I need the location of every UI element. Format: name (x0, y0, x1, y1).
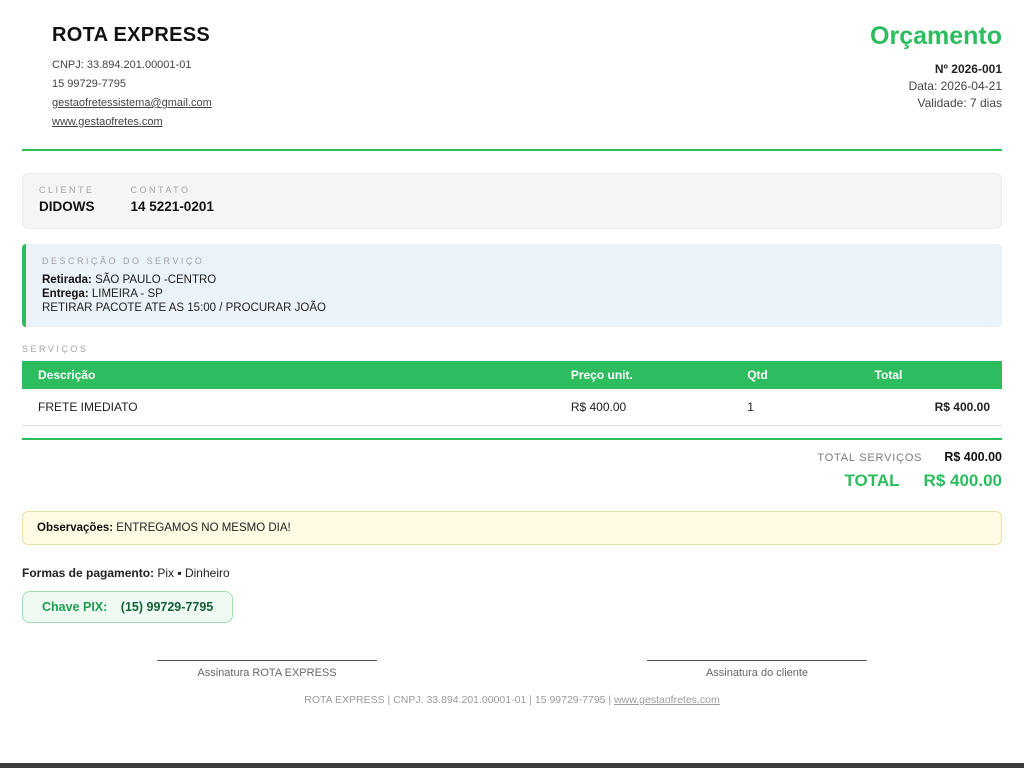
table-header-cell: Total (874, 361, 1002, 389)
service-note: RETIRAR PACOTE ATE AS 15:00 / PROCURAR J… (42, 302, 326, 314)
table-cell: 1 (747, 389, 875, 426)
document-validity: Validade: 7 dias (917, 96, 1002, 110)
document-number: Nº 2026-001 (934, 62, 1002, 76)
client-signature-label: Assinatura do cliente (705, 667, 809, 679)
client-label: CLIENTE (39, 185, 95, 195)
pickup-value: SÃO PAULO -CENTRO (95, 274, 217, 286)
company-cnpj: CNPJ: 33.894.201.00001-01 (52, 59, 192, 71)
grand-total-label: TOTAL (844, 471, 900, 490)
quote-document: ROTA EXPRESS CNPJ: 33.894.201.00001-01 1… (22, 22, 1002, 706)
table-header-row: Descrição Preço unit. Qtd Total (22, 361, 1002, 389)
observations-label: Observações: (37, 522, 114, 534)
table-header-cell: Preço unit. (570, 361, 748, 389)
footer-text: ROTA EXPRESS | CNPJ: 33.894.201.00001-01… (304, 694, 615, 706)
contact-value: 14 5221-0201 (130, 199, 214, 214)
payment-label: Formas de pagamento: (22, 566, 155, 580)
grand-total-value: R$ 400.00 (923, 471, 1002, 490)
pix-key-label: Chave PIX: (42, 600, 108, 614)
signatures-section: Assinatura ROTA EXPRESS Assinatura do cl… (22, 660, 1002, 679)
company-email-link[interactable]: gestaofretessistema@gmail.com (52, 97, 212, 109)
table-row: FRETE IMEDIATO R$ 400.00 1 R$ 400.00 (22, 389, 1002, 426)
services-table-body: FRETE IMEDIATO R$ 400.00 1 R$ 400.00 (22, 389, 1002, 426)
company-signature-label: Assinatura ROTA EXPRESS (197, 667, 337, 679)
pickup-label: Retirada: (42, 274, 92, 286)
services-section-label: SERVIÇOS (22, 344, 89, 354)
header-divider (22, 149, 1002, 151)
subtotal-row: TOTAL SERVIÇOS R$ 400.00 (22, 450, 1002, 464)
contact-label: CONTATO (130, 185, 191, 195)
document-meta: Orçamento Nº 2026-001 Data: 2026-04-21 V… (870, 22, 1002, 112)
delivery-label: Entrega: (42, 288, 89, 300)
totals-divider (22, 438, 1002, 440)
client-name: DIDOWS (39, 199, 95, 214)
table-cell: R$ 400.00 (874, 389, 1002, 426)
delivery-line: Entrega: LIMEIRA - SP (42, 287, 986, 301)
client-signature-line (647, 660, 867, 661)
header: ROTA EXPRESS CNPJ: 33.894.201.00001-01 1… (22, 22, 1002, 132)
pickup-line: Retirada: SÃO PAULO -CENTRO (42, 273, 986, 287)
company-website-link[interactable]: www.gestaofretes.com (52, 116, 163, 128)
document-title: Orçamento (870, 22, 1002, 50)
payment-methods: Pix ▪ Dinheiro (157, 566, 230, 580)
client-signature-block: Assinatura do cliente (512, 660, 1002, 679)
delivery-value: LIMEIRA - SP (91, 288, 163, 300)
pix-key-badge: Chave PIX: (15) 99729-7795 (22, 591, 234, 623)
company-signature-line (157, 660, 377, 661)
footer: ROTA EXPRESS | CNPJ: 33.894.201.00001-01… (22, 694, 1002, 706)
table-header-cell: Qtd (747, 361, 875, 389)
company-signature-block: Assinatura ROTA EXPRESS (22, 660, 512, 679)
pix-key-value: (15) 99729-7795 (120, 600, 214, 614)
payment-methods-line: Formas de pagamento: Pix ▪ Dinheiro (22, 566, 1002, 580)
observations-card: Observações: ENTREGAMOS NO MESMO DIA! (22, 511, 1002, 545)
table-cell: R$ 400.00 (570, 389, 748, 426)
company-info: ROTA EXPRESS CNPJ: 33.894.201.00001-01 1… (22, 22, 212, 132)
window-bottom-edge (0, 763, 1024, 768)
client-field: CLIENTE DIDOWS (39, 185, 95, 216)
subtotal-label: TOTAL SERVIÇOS (817, 452, 923, 464)
service-description-card: DESCRIÇÃO DO SERVIÇO Retirada: SÃO PAULO… (22, 244, 1002, 327)
client-card: CLIENTE DIDOWS CONTATO 14 5221-0201 (22, 173, 1002, 229)
footer-website-link[interactable]: www.gestaofretes.com (614, 694, 720, 706)
company-phone: 15 99729-7795 (52, 78, 127, 90)
contact-field: CONTATO 14 5221-0201 (131, 185, 214, 216)
observations-text: ENTREGAMOS NO MESMO DIA! (116, 522, 291, 534)
totals-section: TOTAL SERVIÇOS R$ 400.00 TOTAL R$ 400.00 (22, 450, 1002, 491)
document-date: Data: 2026-04-21 (908, 79, 1002, 93)
table-cell: FRETE IMEDIATO (22, 389, 571, 426)
services-table-head: Descrição Preço unit. Qtd Total (22, 361, 1002, 389)
service-description-label: DESCRIÇÃO DO SERVIÇO (42, 256, 205, 266)
company-name: ROTA EXPRESS (52, 24, 211, 46)
services-table: Descrição Preço unit. Qtd Total FRETE IMEDI… (22, 361, 1002, 426)
subtotal-value: R$ 400.00 (944, 450, 1002, 464)
grand-total-row: TOTAL R$ 400.00 (22, 471, 1002, 491)
table-header-cell: Descrição (22, 361, 571, 389)
